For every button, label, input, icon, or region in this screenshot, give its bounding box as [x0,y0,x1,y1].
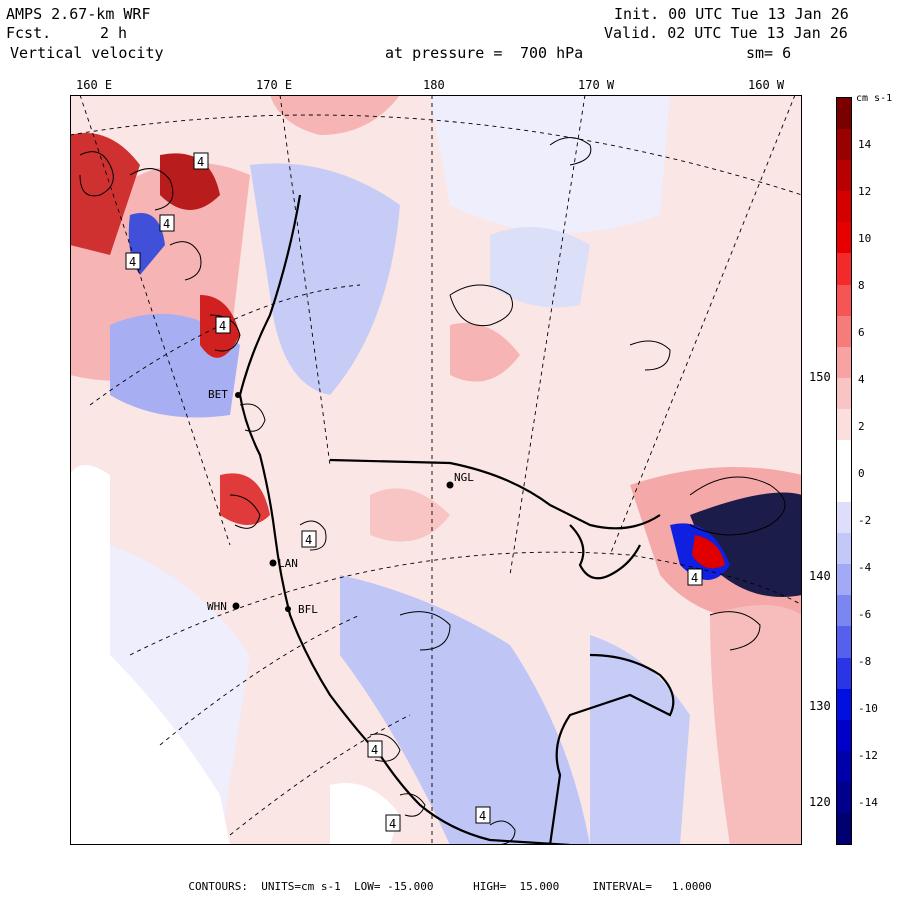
contour-box-label: 4 [305,533,312,547]
field-name: Vertical velocity [10,44,164,62]
colorbar-segment [837,719,851,752]
map-frame [70,95,802,845]
colorbar-segment [837,160,851,192]
vertical-velocity-map: 4 4 4 4 4 4 4 4 4 NGL LAN WHN BET BFL [70,95,802,845]
colorbar-label: -8 [858,655,872,668]
contour-box-label: 4 [691,571,698,585]
colorbar-segment [837,564,851,596]
colorbar-label: -14 [858,796,878,809]
contour-box: 4 [367,740,383,758]
pressure-value: 700 hPa [520,44,584,62]
lon-label-170w: 170 W [578,78,615,92]
colorbar-segment [837,129,851,161]
colorbar-label: -6 [858,608,872,621]
colorbar-label: 8 [858,279,865,292]
colorbar-segment [837,471,851,503]
contour-info: CONTOURS: UNITS=cm s-1 LOW= -15.000 HIGH… [188,880,712,893]
colorbar [836,97,852,845]
contour-box: 4 [385,814,401,832]
contour-box-label: 4 [479,809,486,823]
contour-box-label: 4 [129,255,136,269]
forecast-label: Fcst. [6,24,52,42]
colorbar-segment [837,626,851,658]
colorbar-label: 4 [858,373,865,386]
colorbar-segment [837,98,851,130]
contour-box-label: 4 [197,155,204,169]
valid-time: Valid. 02 UTC Tue 13 Jan 26 [604,24,848,42]
stations: NGL LAN WHN BET BFL [207,388,474,616]
lon-label-160w: 160 W [748,78,785,92]
colorbar-segment [837,812,851,845]
colorbar-label: -2 [858,514,872,527]
colorbar-segment [837,781,851,814]
colorbar-segment [837,408,851,441]
smoothing: sm= 6 [746,44,792,62]
contour-box-label: 4 [163,217,170,231]
station-label-whn: WHN [207,600,227,613]
lon-label-160e: 160 E [76,78,113,92]
colorbar-segment [837,222,851,254]
contour-box: 4 [215,316,231,334]
contour-box: 4 [125,252,141,270]
colorbar-label: -10 [858,702,878,715]
lon-label-170e: 170 E [256,78,293,92]
model-title: AMPS 2.67-km WRF [6,5,151,23]
station-label-bet: BET [208,388,228,401]
colorbar-units: cm s-1 [856,93,893,104]
colorbar-label: 0 [858,467,865,480]
colorbar-label: -4 [858,561,872,574]
contour-box: 4 [301,530,317,548]
contour-box: 4 [193,152,209,170]
station-bet: BET [208,388,241,401]
contour-box-label: 4 [371,743,378,757]
station-lan: LAN [269,557,298,570]
colorbar-label: 10 [858,232,872,245]
contour-box: 4 [475,806,491,824]
colorbar-segment [837,253,851,285]
station-ngl: NGL [446,471,474,489]
colorbar-segment [837,502,851,534]
contour-box-label: 4 [219,319,226,333]
contour-value-boxes: 4 4 4 4 4 4 4 4 4 [125,152,703,832]
lon-label-180: 180 [423,78,445,92]
colorbar-segment [837,191,851,223]
colorbar-label: 14 [858,138,872,151]
contour-box: 4 [159,214,175,232]
colorbar-segment [837,284,851,317]
colorbar-label: 2 [858,420,865,433]
colorbar-label: 12 [858,185,872,198]
colorbar-label: 6 [858,326,865,339]
colorbar-segment [837,439,851,472]
station-bfl: BFL [285,603,318,616]
pressure-label: at pressure = [385,44,503,62]
contour-box-label: 4 [389,817,396,831]
init-time: Init. 00 UTC Tue 13 Jan 26 [614,5,849,23]
colorbar-label: -12 [858,749,878,762]
colorbar-segment [837,595,851,627]
colorbar-segment [837,315,851,348]
lat-lon-grid [70,95,802,845]
station-label-ngl: NGL [454,471,474,484]
colorbar-segment [837,750,851,783]
colorbar-segment [837,346,851,379]
colorbar-segment [837,377,851,410]
contour-box: 4 [687,568,703,586]
station-label-lan: LAN [278,557,298,570]
station-whn: WHN [207,600,240,613]
forecast-value: 2 h [100,24,128,42]
station-label-bfl: BFL [298,603,318,616]
coastline [238,194,675,845]
colorbar-segment [837,533,851,565]
colorbar-segment [837,657,851,690]
colorbar-segment [837,688,851,721]
